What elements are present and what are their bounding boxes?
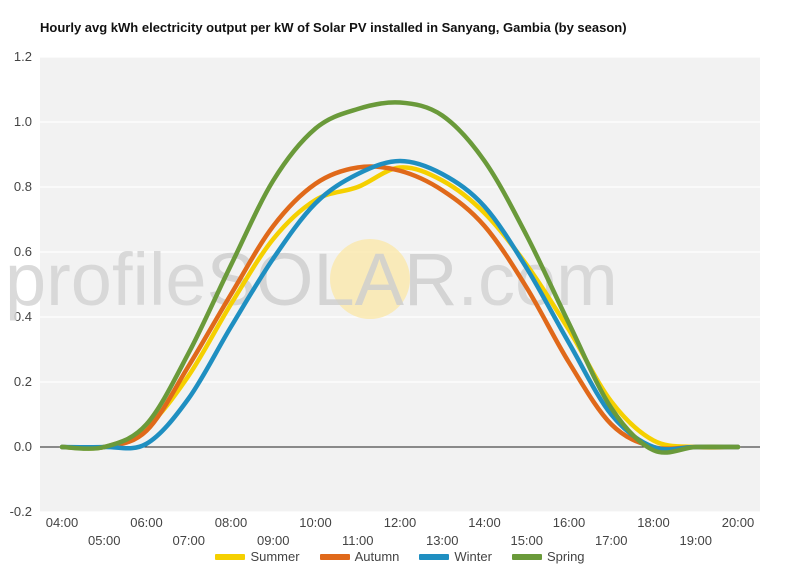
x-tick-label: 14:00 [468,515,501,530]
legend-item-spring[interactable]: Spring [511,549,585,564]
y-tick-label: 0.8 [14,179,32,194]
x-tick-label: 13:00 [426,533,459,548]
y-tick-label: 1.2 [14,49,32,64]
x-tick-label: 19:00 [679,533,712,548]
y-tick-label: 1.0 [14,114,32,129]
series-line-spring [59,100,741,455]
legend-label: Autumn [354,549,400,564]
chart-legend: Summer Autumn Winter Spring [0,549,800,564]
legend-item-winter[interactable]: Winter [419,549,492,564]
x-tick-label: 10:00 [299,515,332,530]
legend-swatch [419,553,450,560]
x-tick-label: 09:00 [257,533,290,548]
y-tick-label: -0.2 [10,504,32,519]
watermark-text: profileSOLAR.com [5,238,618,321]
y-tick-label: 0.6 [14,244,32,259]
legend-item-summer[interactable]: Summer [215,549,300,564]
series-line-summer [59,165,741,451]
y-tick-label: 0.4 [14,309,32,324]
x-tick-label: 18:00 [637,515,670,530]
x-tick-label: 15:00 [510,533,543,548]
y-tick-label: 0.0 [14,439,32,454]
legend-label: Winter [454,549,492,564]
x-tick-label: 12:00 [384,515,417,530]
x-tick-label: 08:00 [215,515,248,530]
y-tick-label: 0.2 [14,374,32,389]
legend-label: Spring [546,549,585,564]
legend-swatch [215,553,246,560]
x-tick-label: 20:00 [722,515,755,530]
x-tick-label: 07:00 [172,533,205,548]
legend-swatch [511,553,542,560]
legend-swatch [319,553,350,560]
series-line-winter [59,158,741,452]
x-tick-label: 16:00 [553,515,586,530]
x-tick-label: 11:00 [342,533,374,548]
watermark-sun [330,239,410,319]
series-line-autumn [59,164,741,451]
legend-label: Summer [250,549,300,564]
chart-title: Hourly avg kWh electricity output per kW… [40,20,627,35]
legend-item-autumn[interactable]: Autumn [319,549,400,564]
x-tick-label: 04:00 [46,515,79,530]
x-tick-label: 05:00 [88,533,121,548]
x-tick-label: 17:00 [595,533,628,548]
x-tick-label: 06:00 [130,515,163,530]
